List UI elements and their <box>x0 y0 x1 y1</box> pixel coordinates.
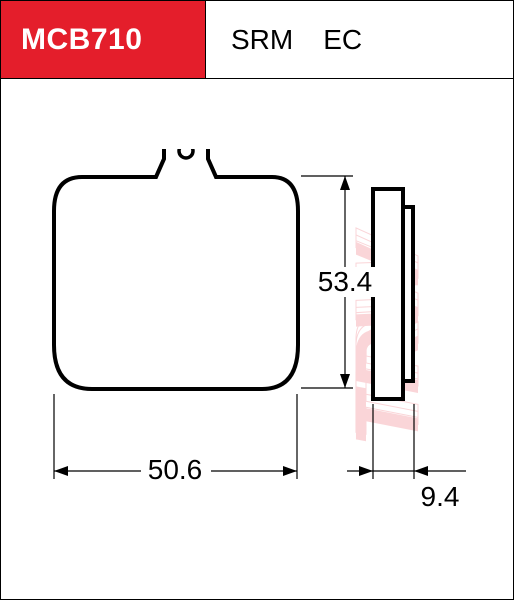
product-code-cell: MCB710 <box>1 1 206 79</box>
spec-sheet-container: MCB710 SRM EC TRW TRW TRW <box>0 0 514 600</box>
diagram-area: TRW TRW TRW 50.6 <box>1 79 513 599</box>
variant-srm: SRM <box>231 24 293 56</box>
thickness-dimension: 9.4 <box>347 404 466 512</box>
header: MCB710 SRM EC <box>1 1 513 79</box>
product-code: MCB710 <box>21 23 142 57</box>
height-label: 53.4 <box>318 266 373 297</box>
thickness-label: 9.4 <box>421 481 460 512</box>
brake-pad-side-view <box>371 187 421 419</box>
brake-pad-front-view <box>46 149 306 429</box>
variant-cell: SRM EC <box>206 1 513 79</box>
height-dimension: 53.4 <box>301 176 376 388</box>
variant-ec: EC <box>323 24 362 56</box>
width-label: 50.6 <box>148 454 203 485</box>
